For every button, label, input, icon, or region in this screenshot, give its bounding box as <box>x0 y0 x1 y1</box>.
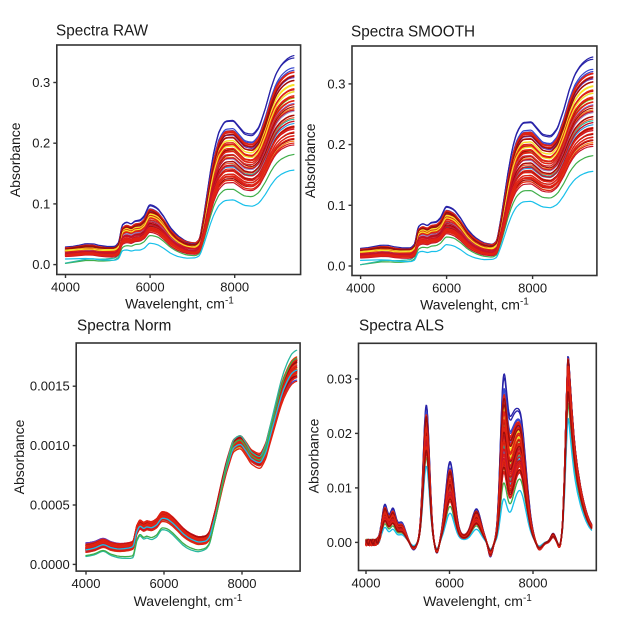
svg-text:0.0000: 0.0000 <box>30 557 70 572</box>
svg-text:0.03: 0.03 <box>327 371 352 386</box>
svg-text:0.0005: 0.0005 <box>30 498 70 513</box>
svg-text:6000: 6000 <box>136 280 165 295</box>
svg-text:6000: 6000 <box>432 281 461 296</box>
svg-text:8000: 8000 <box>220 280 249 295</box>
svg-text:6000: 6000 <box>150 576 179 591</box>
svg-text:0.1: 0.1 <box>32 196 50 211</box>
svg-text:Absorbance: Absorbance <box>11 419 27 494</box>
svg-text:Wavelenght, cm-1: Wavelenght, cm-1 <box>423 593 532 609</box>
svg-text:0.2: 0.2 <box>327 137 345 152</box>
svg-text:Spectra ALS: Spectra ALS <box>359 318 444 335</box>
svg-text:0.0: 0.0 <box>32 257 50 272</box>
svg-text:0.3: 0.3 <box>327 76 345 91</box>
svg-text:0.01: 0.01 <box>327 480 352 495</box>
svg-text:Absorbance: Absorbance <box>7 122 23 197</box>
svg-text:0.0015: 0.0015 <box>30 379 70 394</box>
svg-text:0.02: 0.02 <box>327 426 352 441</box>
svg-text:Wavelenght, cm-1: Wavelenght, cm-1 <box>420 297 529 313</box>
svg-text:Absorbance: Absorbance <box>306 418 322 493</box>
svg-text:4000: 4000 <box>352 576 381 591</box>
svg-text:8000: 8000 <box>228 576 257 591</box>
svg-text:Spectra Norm: Spectra Norm <box>77 318 171 335</box>
svg-text:4000: 4000 <box>72 576 101 591</box>
svg-text:0.0010: 0.0010 <box>30 438 70 453</box>
svg-text:Absorbance: Absorbance <box>302 123 318 198</box>
svg-text:0.00: 0.00 <box>327 535 352 550</box>
svg-text:Spectra SMOOTH: Spectra SMOOTH <box>351 24 475 41</box>
svg-text:0.2: 0.2 <box>32 136 50 151</box>
svg-text:8000: 8000 <box>518 281 547 296</box>
svg-text:Wavelenght, cm-1: Wavelenght, cm-1 <box>134 593 243 609</box>
svg-text:Wavelenght, cm-1: Wavelenght, cm-1 <box>125 296 234 312</box>
svg-text:0.3: 0.3 <box>32 75 50 90</box>
svg-text:4000: 4000 <box>346 281 375 296</box>
svg-text:0.1: 0.1 <box>327 198 345 213</box>
svg-text:0.0: 0.0 <box>327 259 345 274</box>
svg-text:8000: 8000 <box>519 576 548 591</box>
svg-text:4000: 4000 <box>51 280 80 295</box>
svg-text:6000: 6000 <box>435 576 464 591</box>
svg-text:Spectra RAW: Spectra RAW <box>56 23 149 40</box>
